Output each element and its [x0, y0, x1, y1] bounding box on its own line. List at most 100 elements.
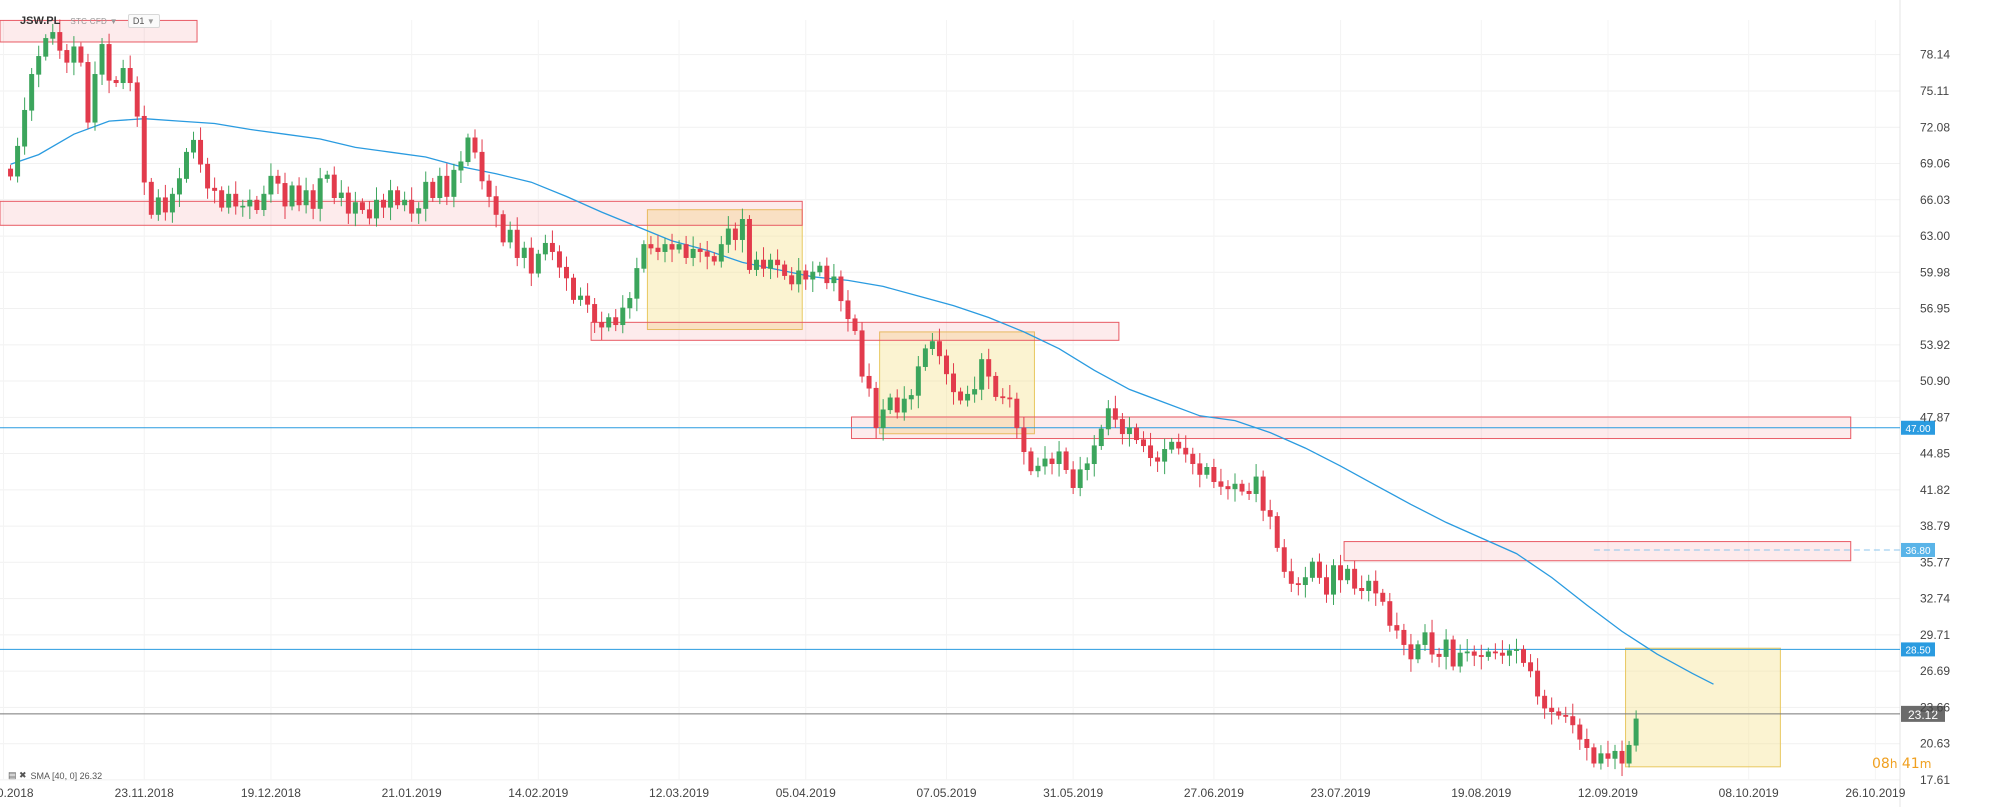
candle-body: [212, 187, 218, 191]
candle-body: [437, 175, 443, 199]
candle-body: [451, 169, 457, 197]
candle: [1267, 499, 1273, 530]
candle-body: [331, 174, 337, 199]
price-tag: [1901, 420, 1935, 435]
candle-body: [535, 253, 541, 274]
candle: [296, 177, 302, 212]
candle: [507, 221, 513, 249]
candle: [310, 184, 316, 220]
candle-body: [22, 109, 28, 147]
horizontal-lines[interactable]: 47.00 28.50 36.80 23.12: [0, 420, 1945, 722]
candle: [613, 309, 619, 332]
candle: [1218, 468, 1224, 495]
candle: [430, 177, 436, 202]
candle: [1408, 633, 1414, 672]
instrument-type-label[interactable]: STC CFD ▼: [70, 17, 118, 26]
candle-body: [1528, 662, 1534, 672]
candle: [1141, 431, 1146, 453]
candle: [1197, 453, 1203, 488]
countdown-m: m: [1919, 757, 1932, 771]
candle: [1464, 638, 1470, 662]
candle-body: [810, 271, 816, 280]
candle-body: [782, 264, 788, 276]
candle: [1302, 566, 1308, 598]
time-axis[interactable]: 26.10.2018 23.11.2018 19.12.2018 21.01.2019…: [0, 786, 1906, 800]
candle: [500, 210, 506, 247]
price-tag-label: 28.50: [1905, 645, 1930, 656]
y-tick-label: 75.11: [1920, 84, 1949, 98]
x-tick-label: 26.10.2018: [0, 786, 34, 800]
price-tag-label: 47.00: [1905, 424, 1930, 435]
candle: [1134, 423, 1139, 444]
candle: [571, 273, 576, 304]
candle-body: [1253, 476, 1259, 494]
candle: [99, 38, 105, 85]
candle: [578, 287, 584, 306]
candle-body: [1035, 465, 1041, 472]
candle-body: [901, 398, 907, 413]
y-tick-label: 26.69: [1920, 664, 1950, 678]
candle-body: [887, 397, 893, 411]
candle: [845, 290, 851, 332]
candle-body: [873, 387, 879, 429]
candle-body: [838, 276, 844, 302]
timeframe-selector[interactable]: D1 ▼: [127, 14, 160, 28]
candle-body: [549, 242, 555, 252]
symbol-label[interactable]: JSW.PL: [20, 15, 61, 27]
candle: [409, 187, 415, 222]
y-tick-label: 32.74: [1920, 592, 1950, 606]
candle: [1591, 743, 1597, 768]
candle: [219, 186, 225, 212]
indicator-legend[interactable]: ▤ ✖ SMA [40, 0] 26.32: [8, 770, 102, 781]
candle: [1521, 645, 1526, 667]
candle: [472, 129, 478, 159]
candle: [1007, 384, 1013, 408]
candle-body: [352, 202, 358, 214]
indicator-settings-icon[interactable]: ▤ ✖: [8, 770, 27, 780]
candle: [282, 172, 288, 219]
candle: [162, 184, 168, 221]
candle: [1183, 435, 1189, 463]
candle-body: [1028, 451, 1034, 472]
price-axis[interactable]: 78.14 75.11 72.08 69.06 66.03 63.00 59.98 56.95…: [1920, 48, 1950, 787]
candle: [986, 348, 992, 390]
candle: [915, 355, 921, 409]
candle: [1274, 512, 1280, 552]
candle-body: [1211, 467, 1217, 482]
candle-body: [1542, 695, 1548, 709]
candle: [1605, 740, 1611, 767]
candle: [465, 133, 471, 166]
candle-body: [1563, 715, 1569, 717]
candle: [746, 215, 752, 274]
candle-body: [922, 348, 928, 367]
candle: [261, 185, 267, 217]
candle-body: [1218, 481, 1224, 487]
candle-body: [395, 190, 401, 206]
candle: [1042, 446, 1048, 475]
candle-body: [1499, 652, 1505, 656]
candle: [338, 180, 344, 207]
candle: [1014, 392, 1020, 439]
candle-body: [1134, 427, 1139, 441]
timeframe-text: D1: [132, 16, 145, 26]
candle: [753, 251, 759, 276]
candle: [648, 235, 654, 255]
candle: [683, 235, 689, 264]
candle-body: [1492, 651, 1498, 654]
x-tick-label: 27.06.2019: [1184, 786, 1244, 800]
candle: [838, 270, 844, 312]
candle-body: [852, 318, 858, 332]
candle: [191, 131, 196, 159]
candle: [78, 42, 84, 67]
candle: [1535, 658, 1541, 705]
candle-body: [768, 259, 774, 269]
candle-body: [219, 190, 225, 208]
candle-body: [894, 397, 900, 413]
candle: [606, 313, 612, 332]
candle-body: [1324, 577, 1329, 595]
candle: [1098, 424, 1104, 450]
y-tick-label: 72.08: [1920, 120, 1950, 134]
candle-body: [345, 192, 351, 214]
candle-body: [1387, 601, 1393, 626]
